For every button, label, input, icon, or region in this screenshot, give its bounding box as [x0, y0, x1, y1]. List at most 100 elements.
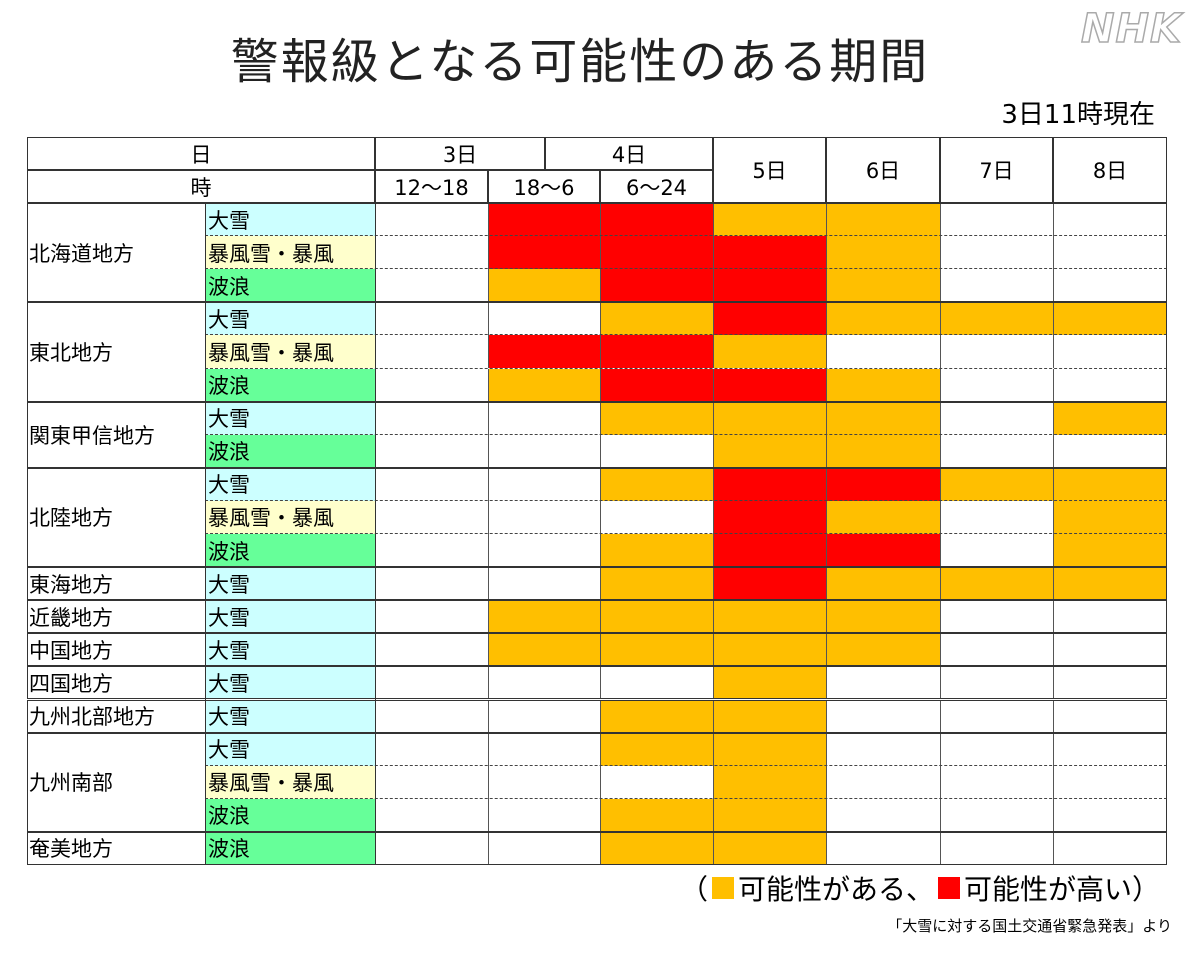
cell [1053, 633, 1167, 667]
cell [488, 467, 600, 501]
cell [826, 633, 940, 667]
type-cell: 暴風雪・暴風 [205, 500, 375, 534]
cell [1053, 534, 1167, 568]
header-cell: 8日 [1053, 137, 1167, 203]
type-cell: 大雪 [205, 567, 375, 601]
cell [1053, 798, 1167, 832]
cell [940, 401, 1053, 435]
cell [713, 831, 826, 865]
cell [488, 798, 600, 832]
title: 警報級となる可能性のある期間 [230, 34, 930, 90]
cell [600, 633, 713, 667]
cell [940, 600, 1053, 634]
cell [940, 831, 1053, 865]
cell [713, 600, 826, 634]
cell [375, 732, 488, 766]
header-cell: 4日 [545, 137, 713, 170]
cell [826, 699, 940, 733]
cell [600, 401, 713, 435]
type-cell: 大雪 [205, 203, 375, 237]
cell [1053, 765, 1167, 799]
cell [940, 368, 1053, 402]
cell [940, 335, 1053, 369]
cell [600, 434, 713, 468]
legend-swatch [937, 877, 960, 899]
cell [713, 567, 826, 601]
type-cell: 暴風雪・暴風 [205, 236, 375, 270]
legend: （ 可能性がある、 可能性が高い） [680, 868, 1160, 908]
cell [1053, 368, 1167, 402]
region-cell: 東北地方 [29, 340, 113, 365]
cell [826, 368, 940, 402]
type-cell: 波浪 [205, 269, 375, 303]
cell [1053, 401, 1167, 435]
cell [826, 236, 940, 270]
cell [826, 269, 940, 303]
cell [375, 236, 488, 270]
cell [1053, 831, 1167, 865]
cell [488, 302, 600, 336]
cell [713, 699, 826, 733]
cell [713, 633, 826, 667]
cell [600, 600, 713, 634]
cell [488, 765, 600, 799]
cell [375, 467, 488, 501]
type-cell: 波浪 [205, 368, 375, 402]
type-cell: 大雪 [205, 302, 375, 336]
cell [375, 401, 488, 435]
cell [713, 335, 826, 369]
cell [600, 798, 713, 832]
cell [600, 831, 713, 865]
row-divider [205, 268, 1167, 270]
region-cell: 北陸地方 [29, 506, 113, 531]
cell [375, 765, 488, 799]
cell [713, 732, 826, 766]
row-divider [205, 533, 1167, 534]
region-cell: 奄美地方 [29, 837, 113, 862]
cell [1053, 269, 1167, 303]
cell [826, 401, 940, 435]
cell [600, 467, 713, 501]
cell [488, 368, 600, 402]
cell [826, 534, 940, 568]
cell [375, 302, 488, 336]
cell [826, 203, 940, 237]
header-cell: 6日 [826, 137, 940, 203]
cell [713, 203, 826, 237]
cell [940, 203, 1053, 237]
cell [940, 798, 1053, 832]
cell [600, 732, 713, 766]
header-cell: 12〜18 [375, 170, 488, 203]
cell [826, 434, 940, 468]
type-cell: 波浪 [205, 831, 375, 865]
row-divider [205, 334, 1167, 336]
cell [375, 269, 488, 303]
cell [600, 368, 713, 402]
logo: NHK [1080, 5, 1182, 53]
cell [488, 434, 600, 468]
cell [375, 666, 488, 700]
cell [826, 600, 940, 634]
header-cell: 18〜6 [488, 170, 600, 203]
cell [713, 302, 826, 336]
cell [1053, 467, 1167, 501]
cell [940, 500, 1053, 534]
header-cell: 5日 [713, 137, 826, 203]
header-cell: 日 [27, 137, 375, 170]
cell [940, 467, 1053, 501]
row-divider [205, 797, 1167, 799]
cell [713, 401, 826, 435]
cell [1053, 732, 1167, 766]
row-divider [205, 499, 1167, 501]
legend-paren: ） [1131, 873, 1160, 906]
header-cell: 3日 [375, 137, 545, 170]
cell [1053, 567, 1167, 601]
region-cell: 東海地方 [29, 572, 113, 597]
cell [600, 236, 713, 270]
type-cell: 大雪 [205, 401, 375, 435]
cell [488, 732, 600, 766]
cell [713, 269, 826, 303]
cell [826, 798, 940, 832]
cell [600, 335, 713, 369]
